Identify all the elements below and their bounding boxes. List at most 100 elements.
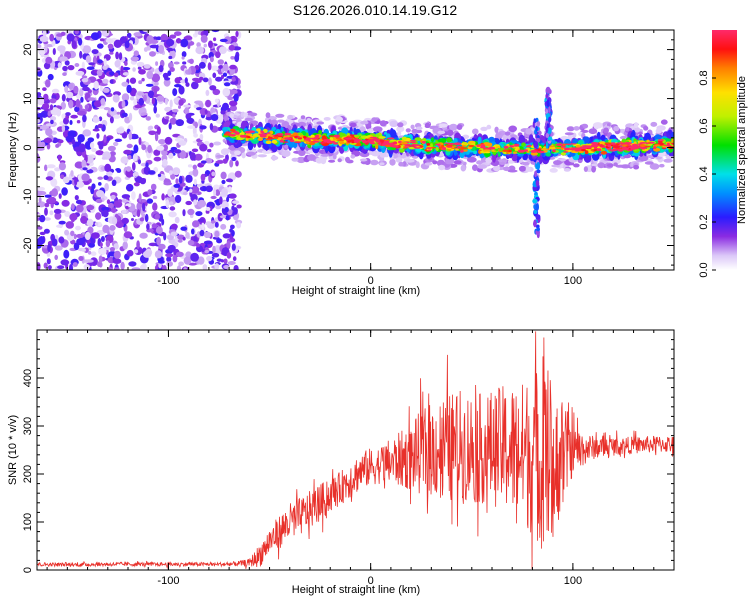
heatmap-ridge-blob <box>451 147 458 149</box>
heatmap-halo-blob <box>591 166 596 173</box>
y-tick-label: -10 <box>22 189 34 205</box>
heatmap-noise-blob <box>174 194 182 204</box>
heatmap-noise-blob <box>61 199 70 207</box>
heatmap-noise-blob <box>175 38 182 44</box>
heatmap-noise-blob <box>113 39 122 48</box>
heatmap-noise-blob <box>50 119 54 125</box>
heatmap-ridge-blob <box>451 145 457 147</box>
heatmap-noise-blob <box>75 70 85 76</box>
heatmap-halo-blob <box>493 165 500 172</box>
y-tick-label: 0 <box>22 144 34 150</box>
heatmap-noise-blob <box>89 142 95 149</box>
top-x-axis-label: Height of straight line (km) <box>292 285 420 297</box>
heatmap-halo-blob <box>525 166 531 172</box>
heatmap-noise-blob <box>183 267 188 270</box>
heatmap-noise-blob <box>215 76 223 82</box>
heatmap-noise-blob <box>209 142 214 148</box>
heatmap-halo-blob <box>244 117 253 122</box>
heatmap-ridge-blob <box>353 138 361 141</box>
heatmap-ridge-blob <box>484 151 491 154</box>
heatmap-ridge-blob <box>621 138 627 143</box>
heatmap-ridge-blob <box>430 137 435 143</box>
heatmap-halo-blob <box>337 158 342 163</box>
heatmap-noise-blob <box>37 92 42 97</box>
heatmap-noise-blob <box>185 174 193 183</box>
heatmap-noise-blob <box>231 156 237 162</box>
heatmap-halo-blob <box>566 126 575 132</box>
heatmap-ridge-blob <box>435 147 439 151</box>
heatmap-noise-blob <box>155 36 162 41</box>
heatmap-noise-blob <box>98 255 103 263</box>
heatmap-noise-blob <box>147 90 155 99</box>
heatmap-noise-blob <box>178 105 181 109</box>
heatmap-noise-blob <box>146 223 150 230</box>
heatmap-noise-blob <box>123 231 133 239</box>
heatmap-noise-blob <box>99 38 105 42</box>
heatmap-streak-blob <box>535 203 539 211</box>
heatmap-ridge-blob <box>240 134 247 137</box>
heatmap-noise-blob <box>113 267 120 270</box>
heatmap-halo-blob <box>472 164 478 171</box>
heatmap-noise-blob <box>146 70 154 80</box>
heatmap-ridge-blob <box>575 145 581 148</box>
heatmap-noise-blob <box>154 81 159 86</box>
heatmap-noise-blob <box>154 213 160 220</box>
heatmap-ridge-blob <box>223 133 230 136</box>
heatmap-halo-blob <box>436 159 445 167</box>
heatmap-noise-blob <box>205 157 213 164</box>
heatmap-noise-blob <box>158 44 165 54</box>
x-tick-label: 0 <box>368 275 374 287</box>
heatmap-noise-blob <box>92 128 100 132</box>
heatmap-noise-blob <box>156 236 162 246</box>
heatmap-noise-blob <box>108 202 114 209</box>
heatmap-noise-blob <box>98 182 102 186</box>
heatmap-noise-blob <box>154 132 159 142</box>
heatmap-ridge-blob <box>460 147 468 150</box>
heatmap-noise-blob <box>68 83 74 90</box>
heatmap-ridge-blob <box>369 136 378 139</box>
colorbar-tick-label: 0.2 <box>698 214 710 229</box>
heatmap-noise-blob <box>105 240 111 248</box>
heatmap-halo-blob <box>300 115 306 120</box>
heatmap-ridge-blob <box>477 136 482 145</box>
heatmap-noise-blob <box>150 39 159 44</box>
heatmap-ridge-blob <box>303 137 311 141</box>
heatmap-halo-blob <box>350 154 356 159</box>
heatmap-ridge-blob <box>353 134 359 138</box>
heatmap-noise-blob <box>147 170 156 175</box>
heatmap-ridge-blob <box>582 136 590 144</box>
heatmap-noise-blob <box>207 62 212 71</box>
heatmap-noise-blob <box>222 158 228 164</box>
heatmap-noise-blob <box>231 243 236 251</box>
heatmap-noise-blob <box>191 148 199 153</box>
heatmap-noise-blob <box>165 199 170 209</box>
heatmap-noise-blob <box>187 240 195 246</box>
heatmap-noise-blob <box>120 261 125 270</box>
heatmap-noise-blob <box>222 72 228 77</box>
heatmap-ridge-blob <box>560 152 567 156</box>
heatmap-noise-blob <box>138 193 142 203</box>
heatmap-noise-blob <box>123 149 132 155</box>
heatmap-ridge-blob <box>507 152 513 154</box>
heatmap-noise-blob <box>121 217 129 225</box>
heatmap-noise-blob <box>171 108 179 113</box>
heatmap-halo-blob <box>275 113 285 118</box>
heatmap-noise-blob <box>178 99 184 106</box>
heatmap-noise-blob <box>228 89 238 95</box>
heatmap-halo-blob <box>276 119 285 123</box>
heatmap-noise-blob <box>182 236 186 241</box>
heatmap-halo-blob <box>477 164 488 169</box>
heatmap-noise-blob <box>81 75 88 79</box>
heatmap-noise-blob <box>78 143 86 153</box>
heatmap-ridge-blob <box>645 142 649 145</box>
heatmap-ridge-blob <box>628 144 632 147</box>
heatmap-noise-blob <box>194 100 203 105</box>
heatmap-noise-blob <box>191 228 195 235</box>
heatmap-noise-blob <box>120 199 129 203</box>
heatmap-noise-blob <box>72 262 78 267</box>
heatmap-ridge-blob <box>361 140 367 143</box>
heatmap-noise-blob <box>38 197 42 203</box>
heatmap-ridge-blob <box>513 151 518 154</box>
heatmap-noise-blob <box>145 83 154 87</box>
heatmap-streak-blob <box>535 117 539 123</box>
